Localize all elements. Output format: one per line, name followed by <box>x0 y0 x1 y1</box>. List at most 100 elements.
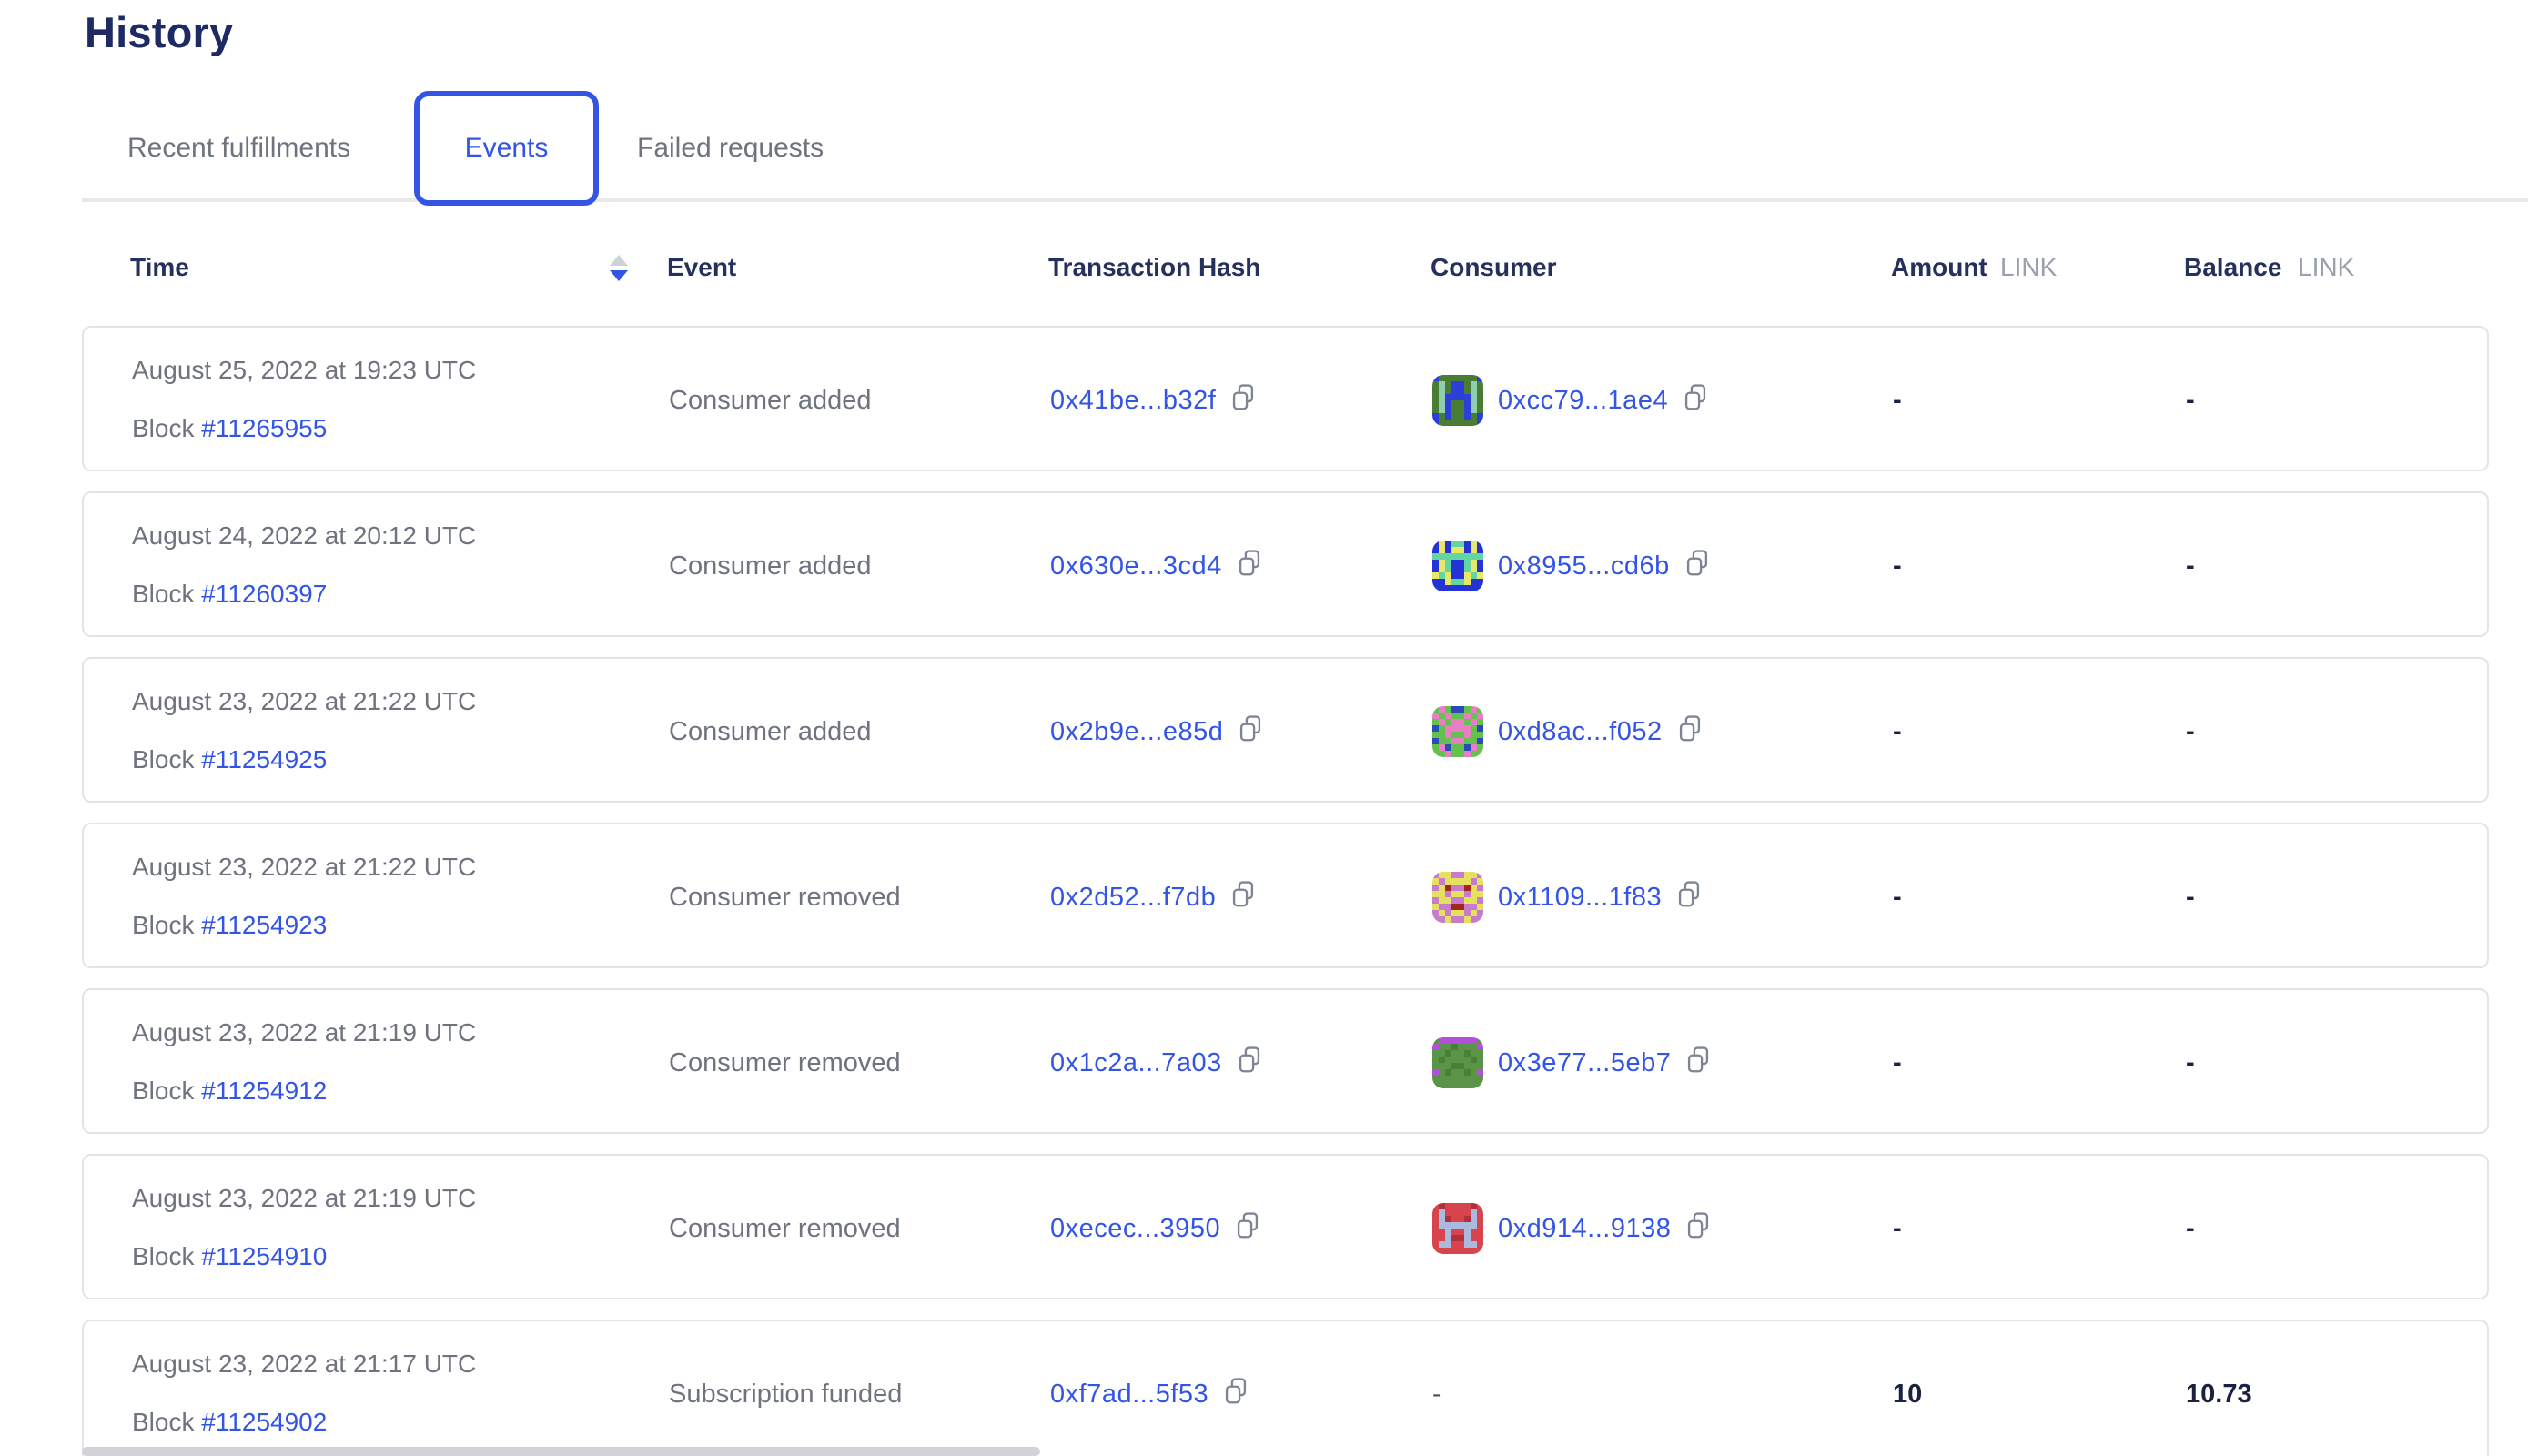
event-date: August 25, 2022 at 19:23 UTC <box>132 356 477 384</box>
event-date: August 24, 2022 at 20:12 UTC <box>132 521 477 550</box>
block-number-link[interactable]: #11254925 <box>201 745 328 774</box>
event-type: Consumer added <box>669 716 872 746</box>
amount-value: - <box>1893 882 1902 912</box>
amount-value: - <box>1893 1047 1902 1077</box>
column-header-transaction-hash: Transaction Hash <box>1048 253 1261 281</box>
tab-recent-fulfillments[interactable]: Recent fulfillments <box>127 133 351 163</box>
copy-icon[interactable] <box>1223 1377 1249 1412</box>
copy-icon[interactable] <box>1685 1046 1711 1081</box>
balance-value: - <box>2186 1047 2195 1077</box>
amount-unit-label: LINK <box>2000 253 2058 281</box>
consumer-avatar <box>1432 375 1483 426</box>
transaction-hash-link[interactable]: 0x2d52...f7db <box>1050 882 1217 912</box>
balance-unit-label: LINK <box>2298 253 2355 281</box>
copy-icon[interactable] <box>1230 880 1256 915</box>
transaction-hash-link[interactable]: 0xecec...3950 <box>1050 1213 1221 1243</box>
block-number-link[interactable]: #11265955 <box>201 414 328 442</box>
copy-icon[interactable] <box>1685 1211 1711 1247</box>
copy-icon[interactable] <box>1683 383 1708 419</box>
consumer-address-link[interactable]: 0x8955...cd6b <box>1498 551 1670 581</box>
copy-icon[interactable] <box>1677 714 1703 750</box>
table-row: August 23, 2022 at 21:19 UTC Block #11254… <box>82 1154 2489 1299</box>
consumer-address-link[interactable]: 0xd8ac...f052 <box>1498 716 1663 746</box>
block-line: Block #11254902 <box>132 1407 476 1438</box>
amount-value: - <box>1893 385 1902 415</box>
time-cell: August 25, 2022 at 19:23 UTC Block #11265… <box>132 355 476 444</box>
block-label: Block <box>132 1408 195 1436</box>
block-label: Block <box>132 1077 195 1105</box>
sort-arrows-icon[interactable] <box>608 253 630 284</box>
transaction-hash-cell: 0xf7ad...5f53 <box>1050 1321 1249 1456</box>
table-row: August 25, 2022 at 19:23 UTC Block #11265… <box>82 326 2489 471</box>
transaction-hash-cell: 0xecec...3950 <box>1050 1156 1260 1301</box>
time-cell: August 23, 2022 at 21:19 UTC Block #11254… <box>132 1183 476 1272</box>
transaction-hash-cell: 0x41be...b32f <box>1050 328 1256 473</box>
table-row: August 23, 2022 at 21:22 UTC Block #11254… <box>82 823 2489 968</box>
consumer-avatar <box>1432 541 1483 592</box>
block-number-link[interactable]: #11260397 <box>201 580 328 608</box>
consumer-cell: 0x8955...cd6b <box>1432 493 1710 639</box>
page-title: History <box>85 8 234 56</box>
column-header-consumer: Consumer <box>1431 253 1557 281</box>
consumer-address-link[interactable]: 0xcc79...1ae4 <box>1498 385 1669 415</box>
event-type: Consumer added <box>669 385 872 415</box>
block-line: Block #11254912 <box>132 1076 476 1107</box>
transaction-hash-link[interactable]: 0x41be...b32f <box>1050 385 1217 415</box>
column-header-time[interactable]: Time <box>130 253 189 281</box>
transaction-hash-cell: 0x1c2a...7a03 <box>1050 990 1262 1136</box>
tab-events[interactable]: Events <box>414 91 599 206</box>
event-date: August 23, 2022 at 21:22 UTC <box>132 687 477 715</box>
consumer-avatar <box>1432 1037 1483 1088</box>
amount-value: - <box>1893 716 1902 746</box>
tab-divider <box>82 198 2528 202</box>
event-date: August 23, 2022 at 21:19 UTC <box>132 1018 477 1046</box>
copy-icon[interactable] <box>1230 383 1256 419</box>
block-line: Block #11265955 <box>132 413 476 444</box>
copy-icon[interactable] <box>1237 549 1262 584</box>
block-label: Block <box>132 911 195 939</box>
consumer-address-link[interactable]: 0xd914...9138 <box>1498 1213 1672 1243</box>
event-type: Consumer removed <box>669 1047 901 1077</box>
event-type: Consumer removed <box>669 882 901 912</box>
transaction-hash-link[interactable]: 0x2b9e...e85d <box>1050 716 1224 746</box>
transaction-hash-link[interactable]: 0xf7ad...5f53 <box>1050 1379 1209 1409</box>
consumer-address-link[interactable]: 0x1109...1f83 <box>1498 882 1663 912</box>
event-type: Consumer added <box>669 551 872 581</box>
balance-value: - <box>2186 716 2195 746</box>
tab-failed-requests[interactable]: Failed requests <box>637 133 824 163</box>
event-date: August 23, 2022 at 21:19 UTC <box>132 1184 477 1212</box>
consumer-avatar <box>1432 706 1483 757</box>
consumer-address-link[interactable]: 0x3e77...5eb7 <box>1498 1047 1672 1077</box>
time-cell: August 23, 2022 at 21:22 UTC Block #11254… <box>132 852 476 941</box>
event-date: August 23, 2022 at 21:17 UTC <box>132 1350 477 1378</box>
transaction-hash-cell: 0x2b9e...e85d <box>1050 659 1263 804</box>
balance-value: - <box>2186 882 2195 912</box>
copy-icon[interactable] <box>1237 1046 1262 1081</box>
table-row: August 23, 2022 at 21:22 UTC Block #11254… <box>82 657 2489 803</box>
block-number-link[interactable]: #11254910 <box>201 1242 328 1270</box>
table-row: August 23, 2022 at 21:19 UTC Block #11254… <box>82 988 2489 1134</box>
consumer-avatar <box>1432 872 1483 923</box>
copy-icon[interactable] <box>1238 714 1263 750</box>
block-label: Block <box>132 1242 195 1270</box>
block-number-link[interactable]: #11254923 <box>201 911 328 939</box>
balance-value: 10.73 <box>2186 1379 2252 1409</box>
copy-icon[interactable] <box>1684 549 1710 584</box>
table-row: August 23, 2022 at 21:17 UTC Block #11254… <box>82 1320 2489 1456</box>
amount-value: - <box>1893 551 1902 581</box>
copy-icon[interactable] <box>1235 1211 1260 1247</box>
block-number-link[interactable]: #11254912 <box>201 1077 328 1105</box>
block-number-link[interactable]: #11254902 <box>201 1408 328 1436</box>
copy-icon[interactable] <box>1676 880 1702 915</box>
table-row: August 24, 2022 at 20:12 UTC Block #11260… <box>82 491 2489 637</box>
column-header-amount: Amount <box>1891 253 1987 281</box>
transaction-hash-cell: 0x2d52...f7db <box>1050 824 1256 970</box>
tab-events-label: Events <box>464 133 549 163</box>
horizontal-scrollbar-thumb[interactable] <box>82 1447 1040 1456</box>
transaction-hash-link[interactable]: 0x1c2a...7a03 <box>1050 1047 1222 1077</box>
balance-value: - <box>2186 551 2195 581</box>
consumer-cell: 0xcc79...1ae4 <box>1432 328 1708 473</box>
event-type: Consumer removed <box>669 1213 901 1243</box>
transaction-hash-link[interactable]: 0x630e...3cd4 <box>1050 551 1222 581</box>
